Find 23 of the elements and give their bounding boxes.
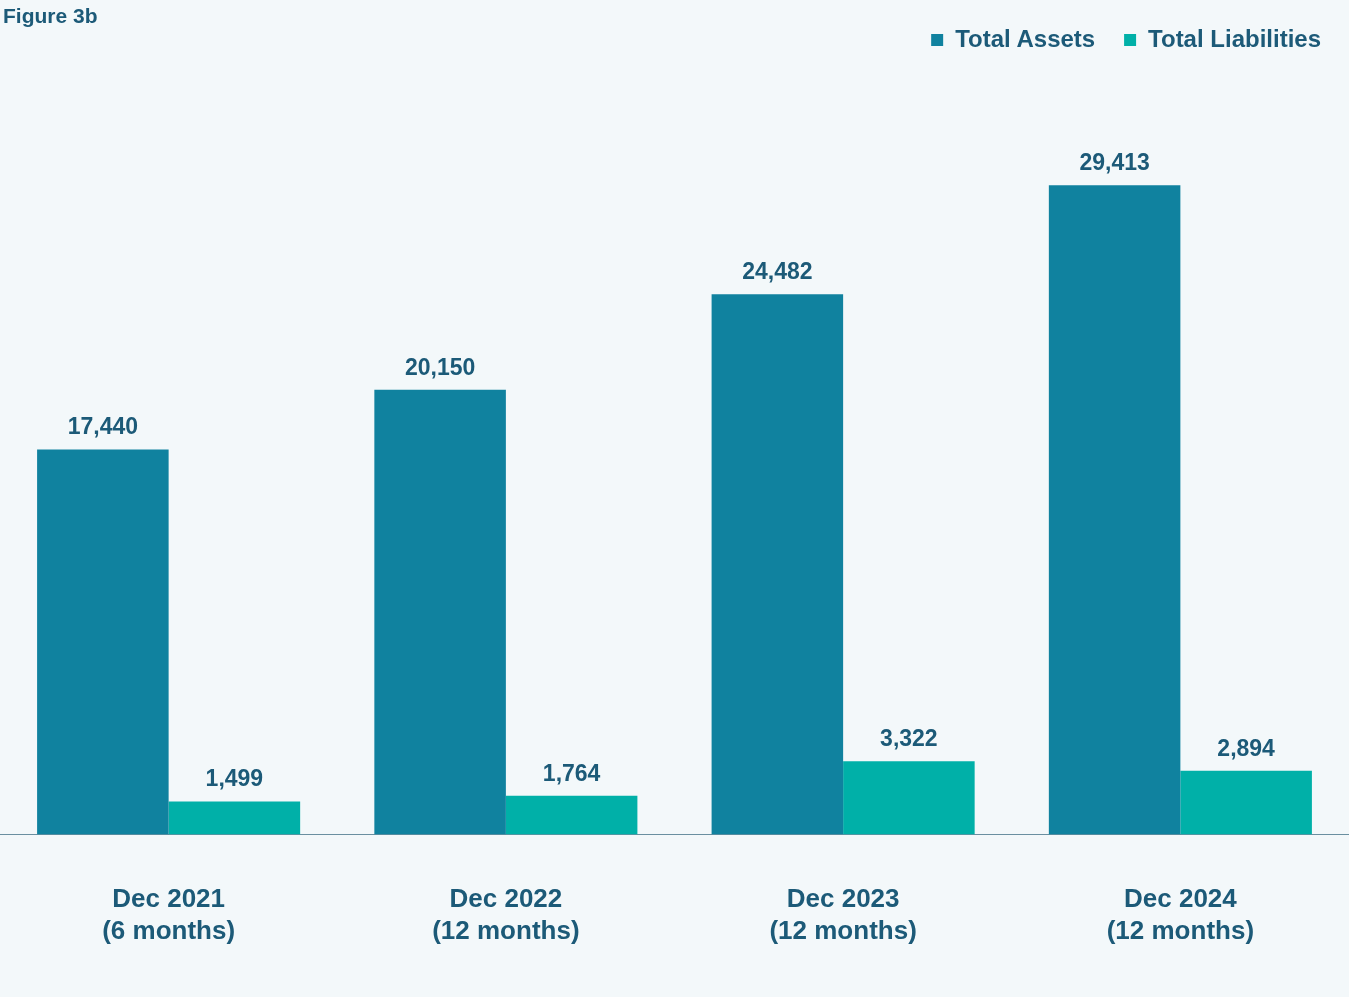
bar: [711, 294, 844, 835]
data-label: 17,440: [67, 413, 139, 440]
x-tick-label: Dec 2021 (6 months): [102, 883, 236, 945]
bar: [37, 449, 169, 835]
data-label: 20,150: [404, 353, 476, 380]
bar: [1180, 770, 1312, 835]
legend-label: Total Liabilities: [1148, 24, 1322, 52]
x-tick-label: Dec 2024 (12 months): [1106, 883, 1255, 945]
data-label: 24,482: [742, 258, 813, 285]
data-label: 1,499: [205, 765, 264, 792]
x-tick-label: Dec 2022 (12 months): [432, 883, 580, 945]
bar: [374, 389, 506, 835]
data-label: 2,894: [1217, 734, 1276, 761]
bar: [1048, 185, 1181, 835]
x-tick-label: Dec 2023 (12 months): [769, 883, 917, 945]
data-label: 3,322: [880, 725, 938, 752]
bar: [843, 761, 975, 835]
legend-label: Total Assets: [955, 24, 1096, 52]
bar: [505, 795, 638, 835]
data-label: 29,413: [1079, 149, 1150, 176]
data-label: 1,764: [542, 759, 601, 786]
bar: [168, 801, 301, 835]
chart-title: Figure 3b: [3, 4, 98, 28]
